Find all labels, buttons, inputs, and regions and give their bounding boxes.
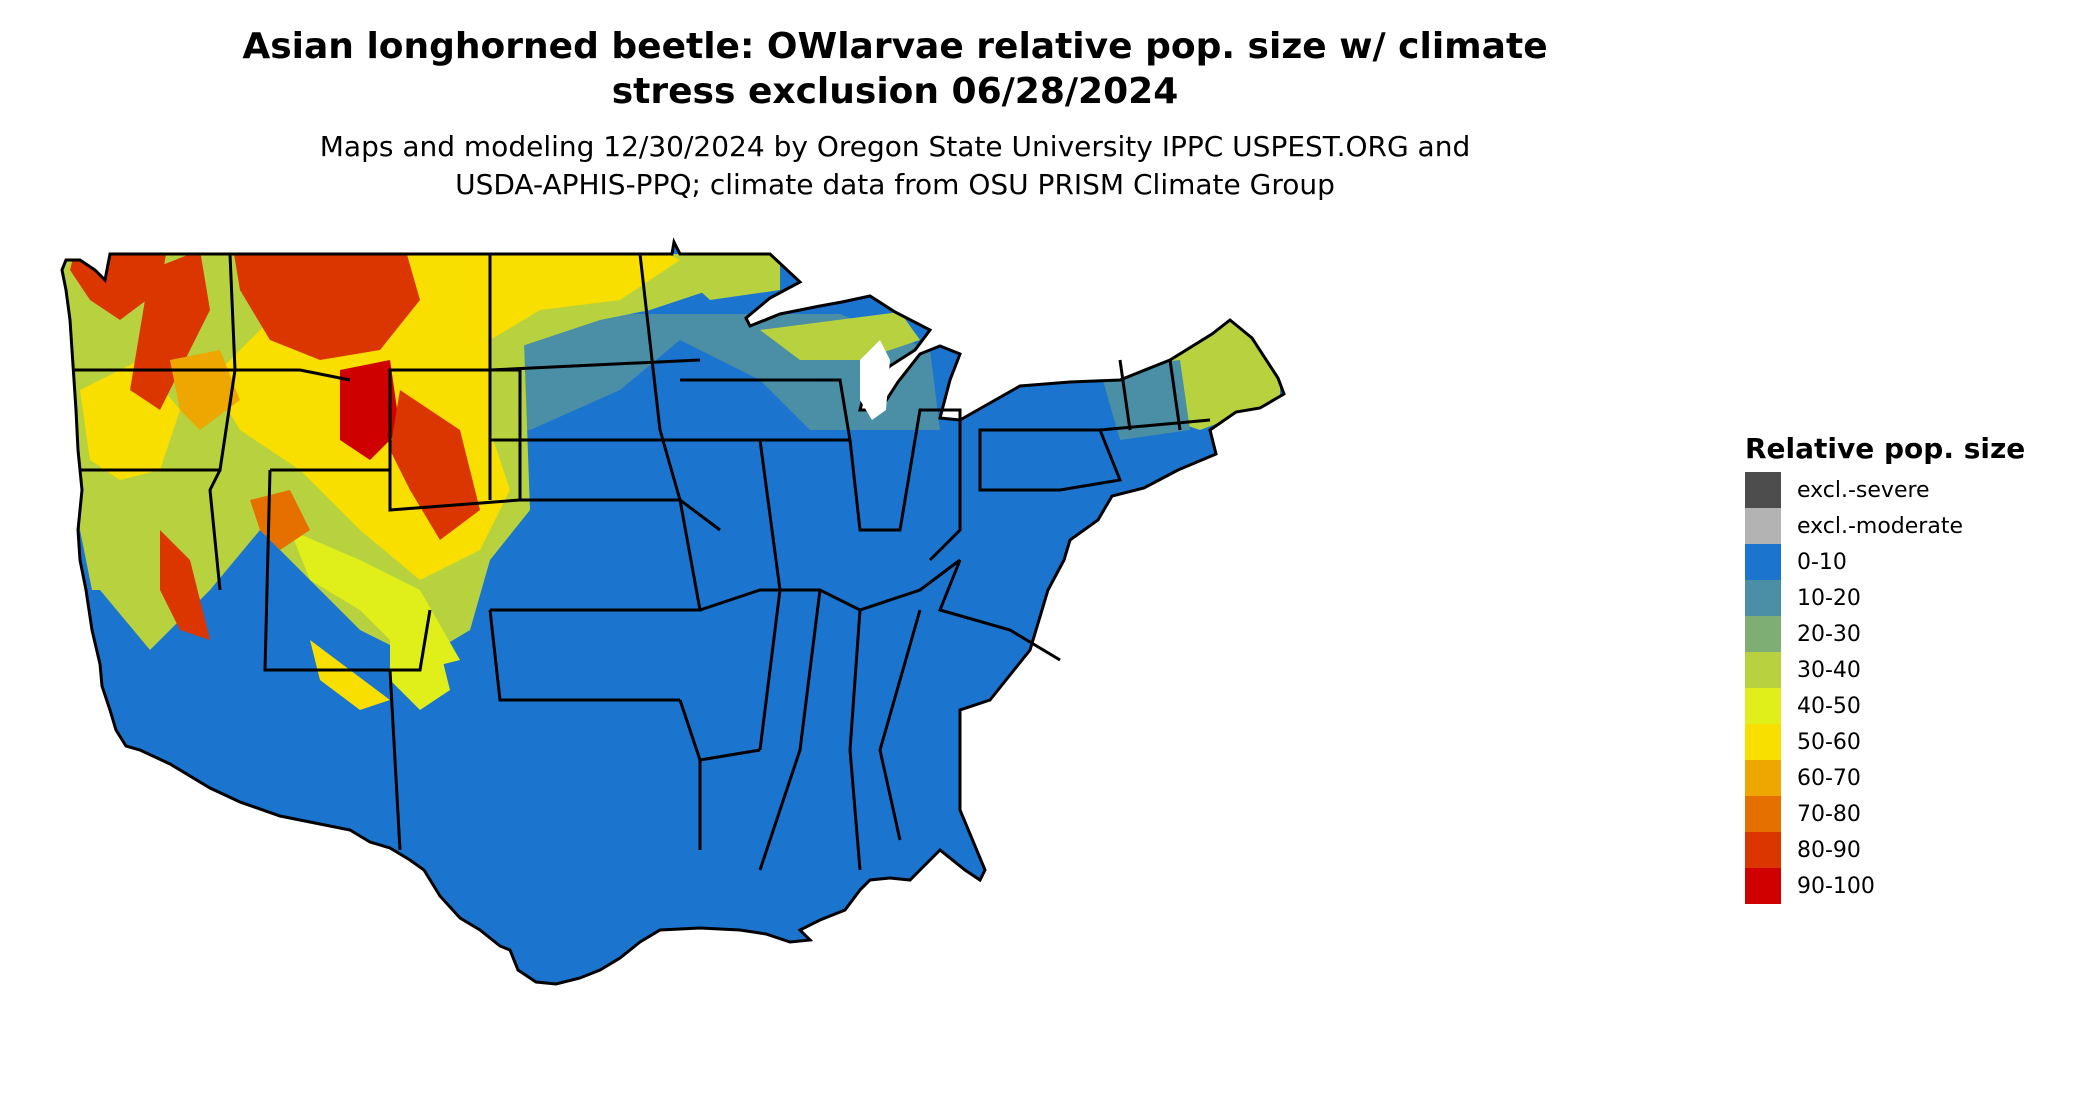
legend-label: 90-100 xyxy=(1797,873,1875,899)
zone-70-80-utah xyxy=(250,490,310,550)
legend-item: 70-80 xyxy=(1745,796,2025,832)
legend-item: 10-20 xyxy=(1745,580,2025,616)
zone-80-90-sierra xyxy=(160,530,210,640)
state-boundaries xyxy=(60,237,1286,986)
legend-label: 40-50 xyxy=(1797,693,1861,719)
zone-90-100-wyoming xyxy=(340,360,400,460)
us-map xyxy=(60,237,1286,986)
legend-items: excl.-severe excl.-moderate 0-10 10-20 20-30… xyxy=(1745,472,2025,904)
zone-0-10-southwest xyxy=(260,630,490,850)
legend-label: 70-80 xyxy=(1797,801,1861,827)
zone-50-60-arizona xyxy=(310,640,390,710)
lake-michigan-shape xyxy=(860,340,890,420)
zone-40-50-new-mexico xyxy=(390,640,450,710)
legend-swatch xyxy=(1745,652,1781,688)
legend-swatch xyxy=(1745,796,1781,832)
legend-label: 10-20 xyxy=(1797,585,1861,611)
legend-item: 20-30 xyxy=(1745,616,2025,652)
legend-swatch xyxy=(1745,688,1781,724)
legend-swatch xyxy=(1745,580,1781,616)
subtitle-line-1: Maps and modeling 12/30/2024 by Oregon S… xyxy=(319,130,1471,163)
legend-label: 20-30 xyxy=(1797,621,1861,647)
legend-item: 60-70 xyxy=(1745,760,2025,796)
legend-item: 90-100 xyxy=(1745,868,2025,904)
legend-swatch xyxy=(1745,724,1781,760)
legend-swatch xyxy=(1745,760,1781,796)
title-line-1: Asian longhorned beetle: OWlarvae relati… xyxy=(242,26,1548,67)
legend-swatch xyxy=(1745,508,1781,544)
legend: Relative pop. size excl.-severe excl.-mod… xyxy=(1745,432,2025,904)
legend-item: 50-60 xyxy=(1745,724,2025,760)
legend-item: 80-90 xyxy=(1745,832,2025,868)
zone-30-40-minnesota xyxy=(660,254,780,300)
zone-80-90-idaho xyxy=(230,242,420,360)
legend-item: excl.-moderate xyxy=(1745,508,2025,544)
legend-item: 40-50 xyxy=(1745,688,2025,724)
legend-label: 60-70 xyxy=(1797,765,1861,791)
legend-swatch xyxy=(1745,868,1781,904)
legend-label: excl.-severe xyxy=(1797,477,1930,503)
zone-40-50-southwest xyxy=(290,530,460,670)
legend-label: excl.-moderate xyxy=(1797,513,1963,539)
legend-item: 30-40 xyxy=(1745,652,2025,688)
legend-swatch xyxy=(1745,832,1781,868)
zone-80-90-colorado xyxy=(390,390,480,540)
legend-label: 50-60 xyxy=(1797,729,1861,755)
legend-title: Relative pop. size xyxy=(1745,432,2026,465)
legend-item: 0-10 xyxy=(1745,544,2025,580)
legend-swatch xyxy=(1745,472,1781,508)
legend-label: 0-10 xyxy=(1797,549,1847,575)
legend-swatch xyxy=(1745,616,1781,652)
title-line-2: stress exclusion 06/28/2024 xyxy=(611,71,1179,112)
map-title: Asian longhorned beetle: OWlarvae relati… xyxy=(60,24,1730,114)
map-subtitle: Maps and modeling 12/30/2024 by Oregon S… xyxy=(60,128,1730,204)
legend-item: excl.-severe xyxy=(1745,472,2025,508)
legend-label: 30-40 xyxy=(1797,657,1861,683)
legend-swatch xyxy=(1745,544,1781,580)
subtitle-line-2: USDA-APHIS-PPQ; climate data from OSU PR… xyxy=(455,168,1335,201)
legend-label: 80-90 xyxy=(1797,837,1861,863)
